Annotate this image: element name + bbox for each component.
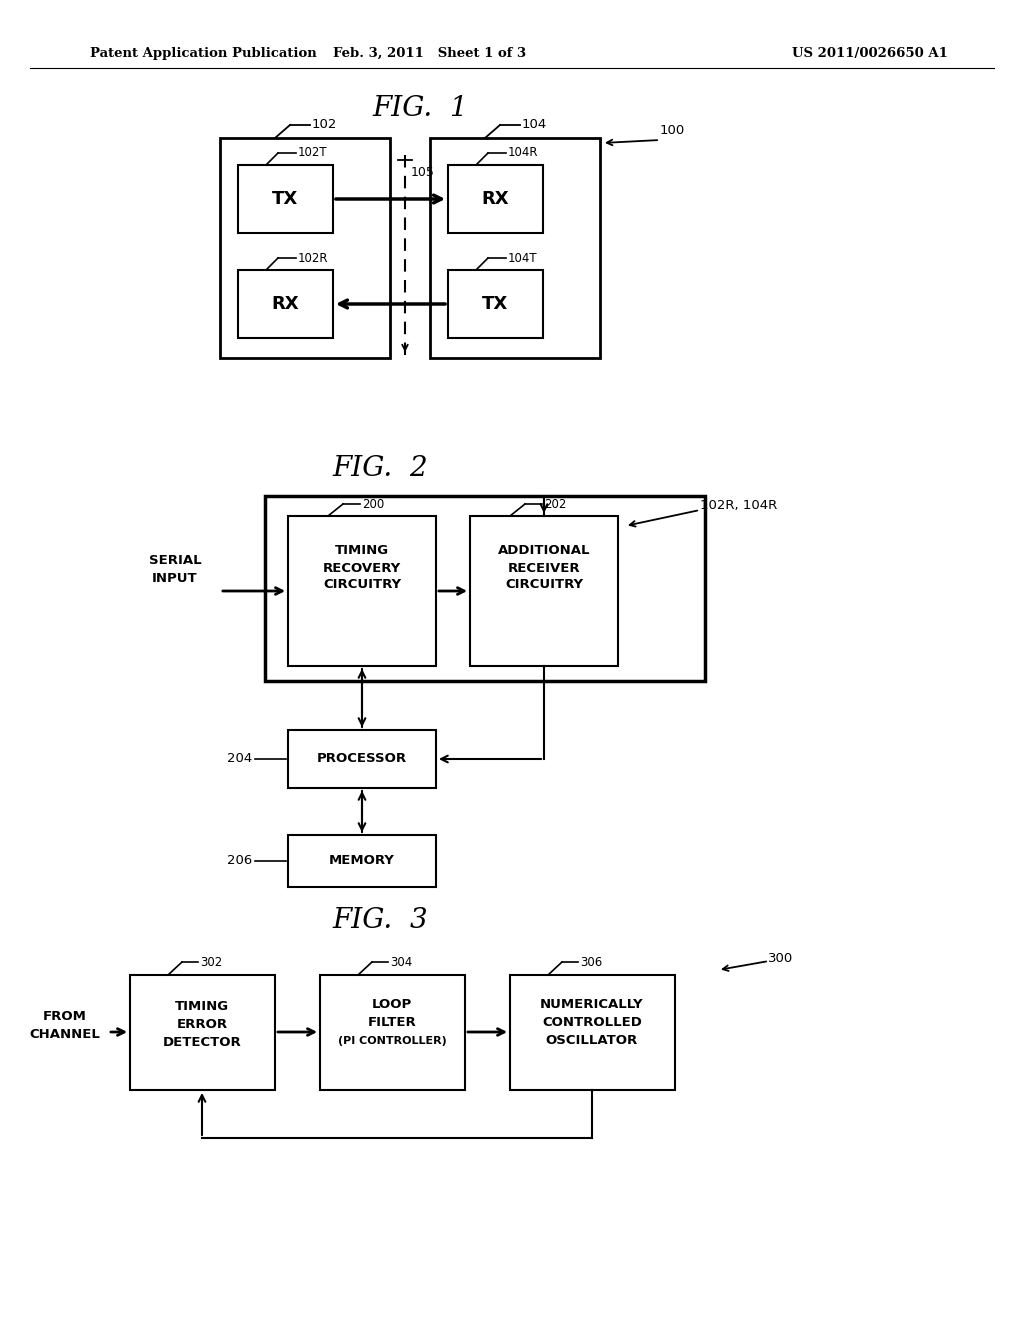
Text: RECOVERY: RECOVERY [323, 561, 401, 574]
Text: 102R, 104R: 102R, 104R [700, 499, 777, 512]
Text: NUMERICALLY: NUMERICALLY [541, 998, 644, 1011]
Text: FIG.  3: FIG. 3 [332, 907, 428, 933]
Text: SERIAL: SERIAL [148, 554, 202, 568]
Bar [130, 975, 275, 1090]
Bar [238, 165, 333, 234]
Text: ADDITIONAL: ADDITIONAL [498, 544, 590, 557]
Text: 100: 100 [660, 124, 685, 136]
Text: CIRCUITRY: CIRCUITRY [505, 578, 583, 591]
Text: TX: TX [272, 190, 298, 209]
Text: (PI CONTROLLER): (PI CONTROLLER) [338, 1036, 446, 1045]
Bar [510, 975, 675, 1090]
Text: FROM: FROM [43, 1011, 87, 1023]
Bar [319, 975, 465, 1090]
Text: TX: TX [482, 294, 508, 313]
Text: ERROR: ERROR [176, 1019, 227, 1031]
Text: RX: RX [481, 190, 509, 209]
Text: RECEIVER: RECEIVER [508, 561, 581, 574]
Text: 102R: 102R [298, 252, 329, 264]
Bar [449, 271, 543, 338]
Text: 202: 202 [544, 498, 566, 511]
Text: FIG.  2: FIG. 2 [332, 454, 428, 482]
Text: TIMING: TIMING [175, 1001, 229, 1014]
Text: FILTER: FILTER [368, 1016, 417, 1030]
Text: Patent Application Publication: Patent Application Publication [90, 46, 316, 59]
Text: 102: 102 [312, 119, 337, 132]
Text: 104T: 104T [508, 252, 538, 264]
Text: DETECTOR: DETECTOR [163, 1036, 242, 1049]
Text: 206: 206 [226, 854, 252, 867]
Text: TIMING: TIMING [335, 544, 389, 557]
Text: 104R: 104R [508, 147, 539, 160]
Text: CHANNEL: CHANNEL [30, 1028, 100, 1041]
Text: 300: 300 [768, 952, 794, 965]
Bar [449, 165, 543, 234]
Text: FIG.  1: FIG. 1 [372, 95, 468, 121]
Bar [288, 516, 436, 667]
Bar [470, 516, 618, 667]
Text: PROCESSOR: PROCESSOR [317, 752, 408, 766]
Bar [238, 271, 333, 338]
Text: 104: 104 [522, 119, 547, 132]
Text: LOOP: LOOP [372, 998, 412, 1011]
Text: 302: 302 [200, 956, 222, 969]
Text: US 2011/0026650 A1: US 2011/0026650 A1 [792, 46, 948, 59]
Text: 204: 204 [226, 752, 252, 766]
Bar [288, 836, 436, 887]
Text: 102T: 102T [298, 147, 328, 160]
Text: INPUT: INPUT [153, 572, 198, 585]
Text: Feb. 3, 2011   Sheet 1 of 3: Feb. 3, 2011 Sheet 1 of 3 [334, 46, 526, 59]
Text: RX: RX [271, 294, 299, 313]
Text: CONTROLLED: CONTROLLED [542, 1016, 642, 1030]
Bar [265, 496, 705, 681]
Bar [430, 139, 600, 358]
Text: MEMORY: MEMORY [329, 854, 395, 867]
Bar [220, 139, 390, 358]
Text: 304: 304 [390, 956, 413, 969]
Text: 200: 200 [362, 498, 384, 511]
Text: OSCILLATOR: OSCILLATOR [546, 1035, 638, 1048]
Text: 105: 105 [411, 166, 435, 180]
Bar [288, 730, 436, 788]
Text: CIRCUITRY: CIRCUITRY [323, 578, 401, 591]
Text: 306: 306 [580, 956, 602, 969]
